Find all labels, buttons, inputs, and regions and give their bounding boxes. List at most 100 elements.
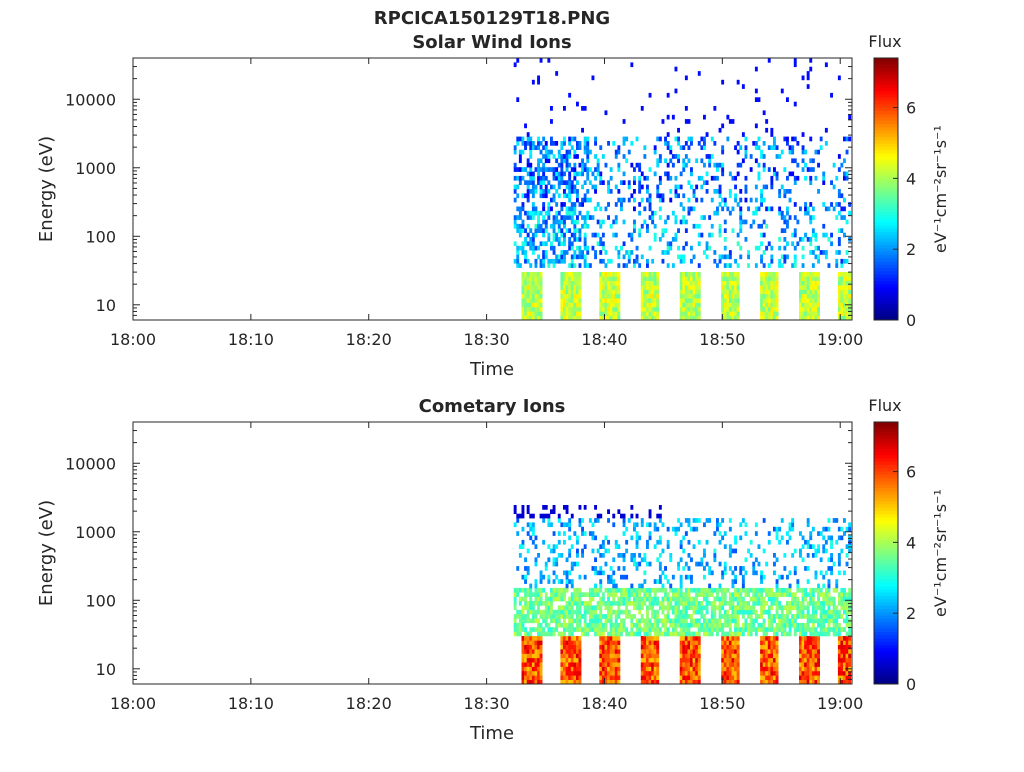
heatmap-cell	[674, 219, 678, 225]
heatmap-cell	[721, 614, 725, 619]
heatmap-cell	[687, 631, 691, 637]
heatmap-cell	[563, 302, 566, 308]
heatmap-cell	[721, 596, 725, 602]
heatmap-cell	[648, 272, 652, 277]
heatmap-cell	[736, 657, 740, 663]
heatmap-cell	[568, 302, 572, 308]
heatmap-cell	[599, 640, 603, 645]
colorbar-swatch	[874, 84, 898, 88]
heatmap-cell	[757, 627, 761, 632]
heatmap-cell	[578, 618, 582, 624]
heatmap-cell	[607, 202, 610, 207]
heatmap-cell	[767, 679, 771, 685]
heatmap-cell	[653, 657, 657, 663]
heatmap-cell	[819, 531, 823, 536]
heatmap-cell	[557, 237, 561, 242]
colorbar-swatch	[874, 261, 898, 265]
heatmap-cell	[721, 276, 725, 281]
heatmap-cell	[591, 609, 595, 615]
heatmap-cell	[526, 293, 530, 299]
heatmap-cell	[570, 636, 574, 641]
heatmap-cell	[583, 106, 587, 111]
heatmap-cells	[513, 505, 852, 685]
heatmap-cell	[646, 675, 649, 680]
heatmap-cell	[661, 197, 665, 203]
heatmap-cell	[677, 526, 680, 532]
heatmap-cell	[620, 609, 623, 615]
colorbar-swatch	[874, 211, 898, 216]
heatmap-cell	[845, 649, 849, 654]
heatmap-cell	[544, 158, 548, 164]
heatmap-cell	[809, 58, 813, 63]
heatmap-cell	[534, 596, 538, 602]
colorbar-swatch	[874, 611, 898, 616]
heatmap-cell	[599, 302, 603, 308]
colorbar-swatch	[874, 130, 898, 134]
heatmap-cell	[596, 618, 600, 624]
heatmap-cell	[721, 653, 725, 659]
heatmap-cell	[799, 272, 802, 277]
colorbar-swatch	[874, 516, 898, 521]
heatmap-cell	[529, 228, 533, 233]
heatmap-cell	[635, 513, 639, 519]
heatmap-cell	[721, 254, 725, 260]
heatmap-cell	[542, 609, 546, 615]
heatmap-cell	[563, 614, 566, 619]
colorbar-swatch	[874, 562, 898, 567]
heatmap-cell	[682, 535, 686, 541]
heatmap-cell	[524, 627, 527, 632]
heatmap-cell	[664, 228, 667, 233]
heatmap-cell	[537, 636, 540, 641]
heatmap-cell	[697, 601, 701, 606]
colorbar-swatch	[874, 264, 898, 268]
heatmap-cell	[651, 210, 655, 216]
heatmap-cell	[775, 145, 779, 150]
heatmap-cell	[739, 223, 743, 229]
heatmap-cell	[518, 215, 522, 220]
heatmap-cell	[640, 285, 644, 290]
heatmap-cell	[762, 649, 766, 654]
heatmap-cell	[770, 605, 774, 611]
heatmap-cell	[568, 180, 572, 185]
heatmap-cell	[653, 649, 657, 654]
heatmap-cell	[583, 618, 587, 624]
heatmap-cell	[754, 618, 758, 624]
heatmap-cell	[734, 622, 737, 628]
heatmap-cell	[612, 596, 616, 602]
heatmap-cell	[744, 592, 748, 597]
heatmap-cell	[739, 609, 743, 615]
heatmap-cell	[648, 535, 652, 541]
heatmap-cell	[524, 237, 527, 242]
heatmap-cell	[728, 644, 732, 650]
colorbar-swatch	[874, 225, 898, 229]
heatmap-cell	[591, 592, 595, 597]
heatmap-cell	[687, 649, 691, 654]
colorbar-swatch	[874, 283, 898, 288]
heatmap-cell	[684, 618, 688, 624]
y-axis-label: Energy (eV)	[36, 500, 57, 606]
heatmap-cell	[824, 596, 828, 602]
heatmap-cell	[692, 675, 696, 680]
heatmap-cell	[801, 644, 805, 650]
heatmap-cell	[814, 306, 818, 312]
heatmap-cell	[656, 618, 660, 624]
heatmap-cell	[726, 662, 730, 667]
heatmap-cell	[804, 670, 807, 676]
heatmap-cell	[845, 631, 849, 637]
heatmap-cell	[531, 202, 535, 207]
heatmap-cell	[786, 574, 789, 580]
heatmap-cell	[770, 298, 774, 303]
heatmap-cell	[658, 601, 662, 606]
heatmap-cell	[716, 263, 719, 268]
heatmap-cell	[765, 119, 769, 124]
heatmap-cell	[692, 644, 696, 650]
heatmap-cell	[550, 587, 553, 593]
colorbar-tick-label: 4	[906, 169, 916, 188]
heatmap-cell	[542, 258, 546, 264]
heatmap-cell	[788, 570, 792, 576]
heatmap-cell	[555, 618, 559, 624]
heatmap-cell	[804, 657, 807, 663]
heatmap-cell	[633, 557, 636, 563]
heatmap-cell	[521, 219, 525, 225]
